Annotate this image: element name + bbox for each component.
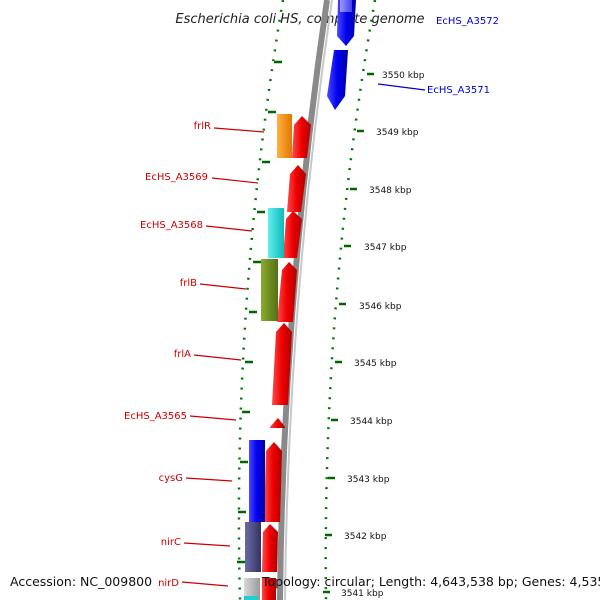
kbp-label-3546: 3546 kbp [359,302,402,312]
gene-nirC-partner[interactable] [262,524,278,572]
map-footer: Accession: NC_009800 Topology: circular;… [0,574,600,594]
gene-nirD[interactable] [244,578,260,600]
gene-label-EcHS_A3568: EcHS_A3568 [140,220,203,231]
gene-label-nirD: nirD [158,578,179,589]
gene-label-EcHS_A3571: EcHS_A3571 [427,85,490,96]
gene-frlR[interactable] [277,114,292,158]
gene-cysG[interactable] [249,440,265,522]
gene-frlB[interactable] [261,259,278,321]
topology-text: Topology: circular; Length: 4,643,538 bp… [262,574,600,589]
gene-frlR-partner[interactable] [292,116,311,158]
gene-EcHS_A3565[interactable] [270,418,285,428]
kbp-label-3549: 3549 kbp [376,128,419,138]
gene-label-EcHS_A3569: EcHS_A3569 [145,172,208,183]
kbp-label-3541: 3541 kbp [341,589,384,599]
gene-label-frlA: frlA [174,349,191,360]
kbp-label-3550: 3550 kbp [382,71,425,81]
kbp-label-3544: 3544 kbp [350,417,393,427]
gene-nirC[interactable] [245,522,261,572]
label-leaders [181,83,426,587]
gene-cysG-partner[interactable] [264,442,282,522]
kbp-label-3543: 3543 kbp [347,475,390,485]
gene-label-cysG: cysG [159,473,183,484]
gene-label-EcHS_A3565: EcHS_A3565 [124,411,187,422]
gene-nirD-cyan [244,596,258,600]
kbp-labels: 3550 kbp 3549 kbp 3548 kbp 3547 kbp 3546… [341,71,425,599]
genome-backbone-shadow [284,0,333,600]
kbp-label-3545: 3545 kbp [354,359,397,369]
gene-frlA[interactable] [272,323,292,405]
gene-frlB-partner[interactable] [277,262,297,322]
kbp-label-3548: 3548 kbp [369,186,412,196]
gene-EcHS_A3568-partner[interactable] [283,211,302,258]
gene-label-EcHS_A3572: EcHS_A3572 [436,16,499,27]
kbp-label-3547: 3547 kbp [364,243,407,253]
gene-label-frlR: frlR [194,121,211,132]
gene-label-frlB: frlB [180,278,197,289]
accession-text: Accession: NC_009800 [10,574,153,589]
gene-nirD-partner[interactable] [262,578,276,600]
gene-EcHS_A3572-highlight [340,0,352,12]
gene-EcHS_A3568[interactable] [268,208,284,258]
kbp-label-3542: 3542 kbp [344,532,387,542]
gene-EcHS_A3571[interactable] [327,50,348,110]
gene-EcHS_A3569[interactable] [287,165,306,212]
gene-labels: EcHS_A3572 EcHS_A3571 frlR EcHS_A3569 Ec… [124,16,499,589]
gene-label-nirC: nirC [161,537,181,548]
map-title: Escherichia coli HS, complete genome [175,12,424,27]
major-ticks [237,60,374,594]
